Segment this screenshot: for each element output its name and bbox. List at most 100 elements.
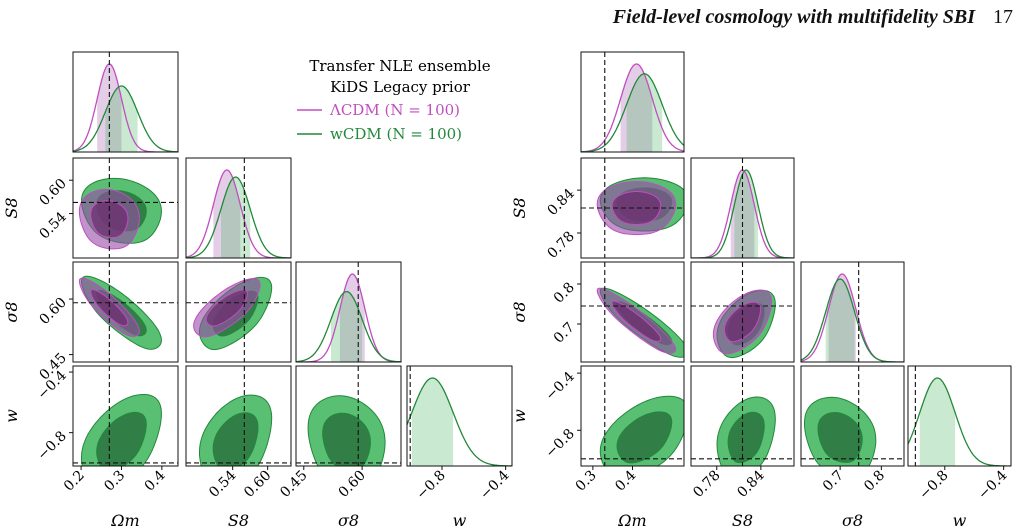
panel-S8-sigma8 [690,261,795,363]
panel-frame [185,261,292,363]
diag-panel-sigma8 [800,261,905,363]
credible-band-lcdm-Om [620,64,653,152]
corner-plot-left: 0.540.600.450.600.2 0.3 0.4−0.8−0.40.54 0.6… [2,51,513,530]
y-tick-label: 0.84 [544,186,577,219]
x-tick-label: 0.4 [612,467,639,494]
x-tick-label: 0.54 [206,467,239,500]
panel-content [73,52,178,152]
panel-frame [72,157,179,259]
credible-band-wcdm-Om [626,73,663,152]
panel-content [581,262,684,362]
panel-frame [580,51,685,153]
panel-sigma8-w: 0.45 0.60 [277,365,402,501]
y-axis-label-sigma8: σ8 [2,301,21,322]
credible-band-lcdm-S8 [213,170,241,258]
panel-content [908,366,1011,466]
contour-lcdm-68-Om-S8 [90,200,129,239]
panel-frame [580,157,685,259]
panel-Om-w: 0.2 0.3 0.4−0.8−0.4 [34,365,179,495]
panel-content [691,262,794,362]
marginal-wcdm-sigma8 [296,290,401,362]
x-tick-label: 0.3 [101,468,128,495]
marginal-wcdm-w [407,377,512,466]
legend-title-line2: KiDS Legacy prior [330,78,471,96]
y-tick-label: 0.60 [36,295,69,328]
panel-frame [690,365,795,467]
x-axis-label-S8: S8 [732,511,753,530]
contour-wcdm-68-sigma8-w [817,411,863,463]
y-axis-label-S8: S8 [2,197,21,218]
diag-panel-S8 [690,157,795,259]
panel-content [186,158,291,258]
x-axis-label-w: w [453,511,467,530]
x-tick-label: 0.60 [336,468,369,501]
x-tick-label: 0.78 [690,468,723,501]
x-axis-label-Om: Ωm [617,511,646,530]
panel-frame [295,261,402,363]
panel-content [581,366,684,466]
panel-content [801,366,904,466]
panel-content [186,366,291,466]
credible-band-lcdm-sigma8 [828,274,856,362]
credible-band-wcdm-sigma8 [825,279,855,362]
panel-sigma8-w: 0.7 0.8 [800,365,905,495]
x-tick-label: 0.60 [241,468,274,501]
x-tick-label: 0.84 [734,467,767,500]
contour-wcdm-68-Om-w [96,411,147,466]
panel-Om-w: 0.3 0.4 −0.8 −0.4 [542,365,685,495]
panel-content [296,262,401,362]
contour-wcdm-68-S8-w [212,412,259,466]
credible-band-wcdm-w [919,378,956,466]
panel-frame [800,365,905,467]
panel-content [691,366,794,466]
contour-lcdm-68-Om-S8 [611,191,662,225]
diag-panel-w: −0.8 −0.4 [907,365,1012,503]
panel-frame [580,261,685,363]
contour-lcdm-68-Om-sigma8 [611,300,662,342]
y-tick-label: −0.8 [542,426,577,461]
x-tick-label: −0.8 [916,468,951,503]
contour-lcdm-68-S8-sigma8 [205,289,248,327]
credible-band-wcdm-S8 [221,177,251,258]
y-tick-label: 0.54 [36,209,69,242]
x-tick-label: 0.7 [820,468,847,495]
panel-content [407,366,512,466]
page-number: 17 [993,6,1013,28]
x-axis-label-Om: Ωm [110,511,139,530]
x-tick-label: −0.8 [413,468,448,503]
panel-frame [185,365,292,467]
x-tick-label: −0.4 [975,467,1010,502]
panel-content [73,158,178,258]
panel-S8-w: 0.78 0.84 [690,365,795,501]
x-axis-label-w: w [953,511,967,530]
diag-panel-S8 [185,157,292,259]
panel-Om-S8: 0.540.60 [36,157,179,259]
panel-frame [800,261,905,363]
x-tick-label: −0.4 [477,467,512,502]
legend-title-line1: Transfer NLE ensemble [309,57,490,75]
y-tick-label: 0.60 [36,176,69,209]
diag-panel-w: −0.8 −0.4 [406,365,513,503]
panel-content [801,262,904,362]
panel-frame [690,261,795,363]
legend-label-lcdm: ΛCDM (N = 100) [329,101,460,119]
panel-content [691,158,794,258]
marginal-wcdm-Om [73,85,178,152]
panel-content [73,366,178,466]
panel-content [296,366,401,466]
x-tick-label: 0.2 [61,468,88,495]
credible-band-wcdm-sigma8 [331,291,363,362]
contour-lcdm-68-Om-sigma8 [90,289,129,327]
panel-frame [72,365,179,467]
legend: Transfer NLE ensemble KiDS Legacy prior … [297,57,491,143]
panel-Om-sigma8: 0.450.60 [36,261,179,383]
panel-S8-w: 0.54 0.60 [185,365,292,501]
paper-running-title: Field-level cosmology with multifidelity… [612,6,975,28]
y-tick-label: 0.8 [551,280,578,307]
y-tick-label: 0.78 [544,229,577,262]
panel-S8-sigma8 [185,261,292,363]
x-axis-label-sigma8: σ8 [338,511,359,530]
panel-content [73,262,178,362]
diag-panel-Om [72,51,179,153]
